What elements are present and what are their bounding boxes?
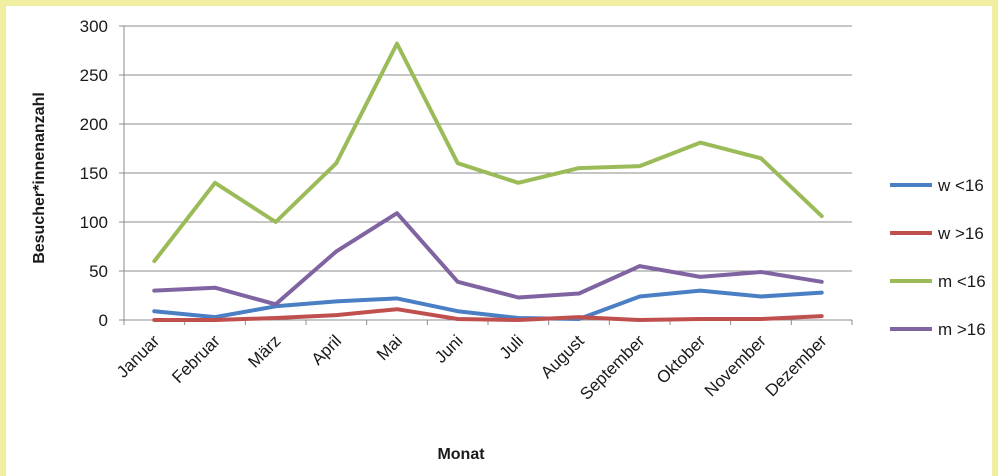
x-tick-label: Januar <box>113 331 163 381</box>
y-tick-label: 50 <box>89 262 108 281</box>
x-tick-label: Oktober <box>653 331 709 387</box>
series-line <box>152 288 824 321</box>
legend: w <16 w >16 m <16 m >16 <box>890 176 986 339</box>
legend-label: m >16 <box>938 320 986 339</box>
x-tick-label: Juli <box>496 331 527 362</box>
x-tick-label: April <box>308 331 345 368</box>
chart-frame: 0 50 100 150 200 250 300 Januar Februar März Apri… <box>6 6 992 476</box>
x-tick-label: Mai <box>373 331 406 364</box>
grid-lines <box>119 25 853 325</box>
x-tick-label: März <box>244 331 284 371</box>
legend-label: w >16 <box>937 224 984 243</box>
legend-label: m <16 <box>938 272 986 291</box>
line-chart: 0 50 100 150 200 250 300 Januar Februar März Apri… <box>31 17 986 463</box>
x-tick-label: August <box>537 331 588 382</box>
x-tick-label: Juni <box>431 331 466 366</box>
y-tick-label: 0 <box>99 311 108 330</box>
x-axis-title: Monat <box>437 446 485 463</box>
x-tick-label: November <box>701 331 770 400</box>
series-line <box>152 211 824 307</box>
y-axis-ticks: 0 50 100 150 200 250 300 <box>80 17 108 330</box>
y-tick-label: 100 <box>80 213 108 232</box>
x-tick-label: September <box>576 331 648 403</box>
series-line <box>152 307 824 322</box>
x-tick-label: Februar <box>168 331 224 387</box>
series-line <box>152 41 824 264</box>
y-tick-label: 250 <box>80 66 108 85</box>
legend-label: w <16 <box>937 176 984 195</box>
x-tick-label: Dezember <box>762 331 831 400</box>
x-axis-ticks: Januar Februar März April Mai Juni Juli AugustS… <box>113 331 831 403</box>
y-axis-title: Besucher*innenanzahl <box>31 92 48 264</box>
y-tick-label: 150 <box>80 164 108 183</box>
y-tick-label: 300 <box>80 17 108 36</box>
series-lines <box>152 41 824 322</box>
y-tick-label: 200 <box>80 115 108 134</box>
